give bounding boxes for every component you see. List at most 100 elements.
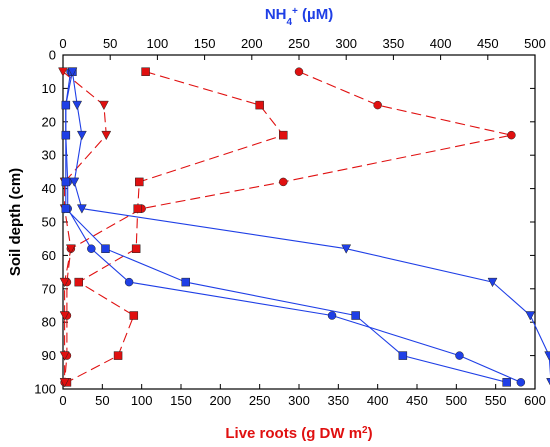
top-axis-title-sub: 4 [286, 17, 292, 28]
data-point-square [61, 130, 71, 140]
data-point-circle [124, 277, 134, 287]
data-point-triangle [67, 67, 78, 77]
data-point-square [133, 204, 142, 213]
top-tick-label: 350 [383, 36, 405, 51]
top-axis-title-sup: + [292, 6, 298, 17]
data-point-square [61, 177, 71, 187]
bottom-tick-label: 100 [131, 393, 153, 408]
data-point-circle [373, 100, 382, 110]
data-point-square [255, 100, 264, 110]
data-point-circle [279, 177, 288, 187]
data-point-triangle [101, 130, 112, 141]
y-tick-label: 30 [42, 148, 56, 163]
series-line-bottom-circle [64, 71, 512, 383]
data-point-square [113, 351, 123, 360]
y-tick-label: 80 [42, 315, 56, 330]
data-point-square [129, 311, 139, 320]
data-point-circle [507, 130, 516, 140]
data-point-triangle [69, 177, 80, 187]
top-tick-label: 100 [147, 36, 169, 51]
y-tick-label: 50 [42, 215, 56, 230]
data-point-square [61, 100, 71, 110]
data-point-square [131, 244, 141, 253]
bottom-tick-label: 400 [367, 393, 389, 408]
data-point-triangle [59, 311, 70, 321]
data-point-triangle [72, 100, 83, 111]
data-point-triangle [525, 311, 536, 321]
top-tick-label: 450 [477, 36, 499, 51]
bottom-axis-ticks: 0 50 100 150 200 250 300 350 400 450 500 550 600 [59, 384, 546, 408]
data-point-triangle [546, 378, 550, 386]
data-point-triangle [59, 351, 70, 361]
data-point-circle [87, 244, 96, 253]
bottom-axis-title: Live roots (g DW m2) [225, 425, 372, 443]
top-tick-label: 500 [524, 36, 546, 51]
data-point-triangle [341, 244, 352, 254]
bottom-tick-label: 450 [406, 393, 428, 408]
y-tick-label: 90 [42, 348, 56, 363]
series-line-bottom-triangle [62, 71, 107, 383]
top-axis-title-unit: (µM) [298, 6, 333, 23]
top-tick-label: 400 [430, 36, 452, 51]
data-point-circle [294, 67, 304, 76]
y-tick-label: 70 [42, 281, 56, 296]
bottom-axis-title-main: Live roots (g DW m [225, 425, 362, 442]
bottom-tick-label: 500 [445, 393, 467, 408]
data-point-square [74, 277, 83, 287]
top-tick-label: 150 [194, 36, 216, 51]
data-point-square [279, 130, 288, 140]
y-axis-ticks: 0 10 20 30 40 50 60 70 80 90 100 [34, 48, 535, 397]
data-point-square [502, 378, 511, 387]
y-axis-title: Soil depth (cm) [7, 168, 24, 276]
bottom-axis-title-end: ) [368, 425, 373, 442]
series-line-top-square [65, 71, 507, 383]
bottom-tick-label: 300 [288, 393, 310, 408]
data-point-triangle [65, 244, 76, 254]
top-tick-label: 0 [59, 36, 66, 51]
bottom-tick-label: 200 [209, 393, 231, 408]
bottom-tick-label: 0 [59, 393, 66, 408]
data-point-triangle [487, 277, 498, 288]
y-tick-label: 0 [49, 48, 56, 63]
bottom-tick-label: 250 [249, 393, 271, 408]
series-line-bottom-square [66, 71, 285, 383]
series-layer [58, 67, 550, 388]
data-point-triangle [58, 67, 68, 77]
data-point-square [135, 177, 144, 187]
top-tick-label: 50 [103, 36, 117, 51]
y-tick-label: 40 [42, 181, 56, 196]
bottom-tick-label: 600 [524, 393, 546, 408]
top-axis-title-main: NH [265, 6, 287, 23]
data-point-triangle [59, 277, 70, 288]
data-point-triangle [76, 130, 87, 141]
data-point-circle [327, 311, 337, 320]
top-tick-label: 200 [241, 36, 263, 51]
top-tick-label: 250 [288, 36, 310, 51]
data-point-square [181, 277, 190, 287]
bottom-tick-label: 350 [327, 393, 349, 408]
y-tick-label: 10 [42, 81, 56, 96]
data-point-square [61, 204, 71, 213]
data-point-triangle [76, 204, 87, 214]
top-axis-ticks: 0 50 100 150 200 250 300 350 400 450 500 [59, 36, 546, 60]
data-point-square [398, 351, 408, 360]
plot-area [62, 54, 536, 390]
data-point-circle [455, 351, 464, 360]
bottom-tick-label: 50 [95, 393, 109, 408]
y-tick-label: 100 [34, 382, 56, 397]
bottom-axis-title-sup: 2 [362, 425, 368, 436]
top-tick-label: 300 [335, 36, 357, 51]
data-point-circle [516, 378, 526, 387]
y-tick-label: 60 [42, 248, 56, 263]
bottom-tick-label: 150 [170, 393, 192, 408]
series-line-top-triangle [71, 71, 550, 376]
data-point-triangle [59, 378, 70, 388]
y-tick-label: 20 [42, 114, 56, 129]
top-axis-title: NH4+ (µM) [265, 6, 333, 28]
data-point-square [141, 67, 150, 76]
data-point-triangle [544, 351, 550, 361]
data-point-square [101, 244, 110, 253]
data-point-triangle [98, 100, 109, 111]
bottom-tick-label: 550 [485, 393, 507, 408]
